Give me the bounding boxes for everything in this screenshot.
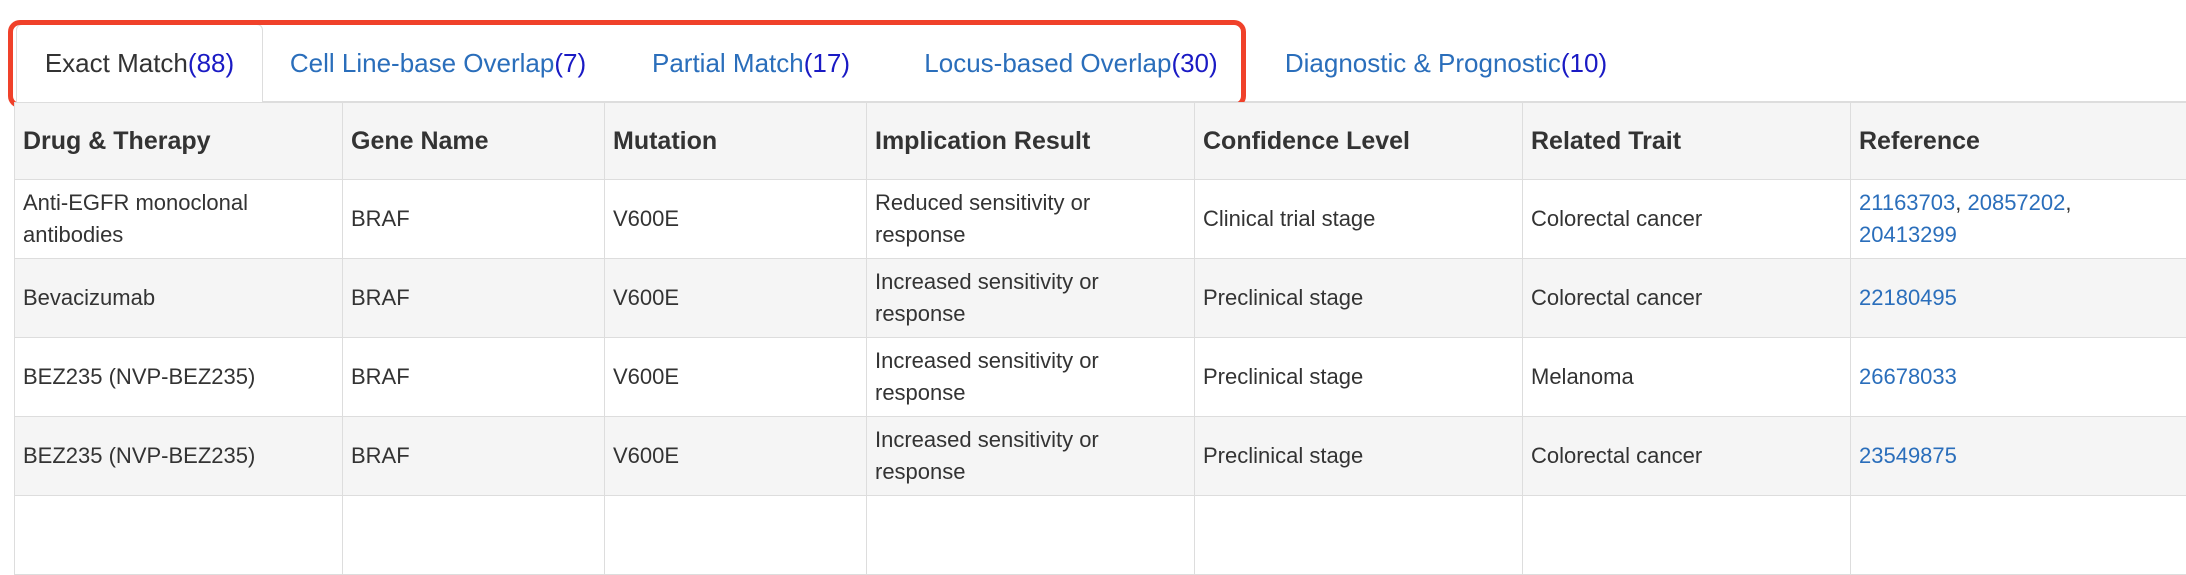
tab-exact-match[interactable]: Exact Match(88) bbox=[16, 24, 263, 103]
cell-implication: Increased sensitivity or response bbox=[867, 259, 1195, 338]
tab-count: (30) bbox=[1171, 48, 1217, 79]
cell-gene: BRAF bbox=[343, 180, 605, 259]
cell-trait bbox=[1523, 496, 1851, 575]
table-row bbox=[15, 496, 2186, 575]
column-header-trait[interactable]: Related Trait bbox=[1523, 103, 1851, 180]
cell-mutation bbox=[605, 496, 867, 575]
column-header-gene[interactable]: Gene Name bbox=[343, 103, 605, 180]
tab-count: (10) bbox=[1561, 48, 1607, 79]
cell-drug: BEZ235 (NVP-BEZ235) bbox=[15, 417, 343, 496]
tab-label: Partial Match bbox=[652, 48, 804, 79]
tab-label: Exact Match bbox=[45, 48, 188, 79]
column-header-confidence[interactable]: Confidence Level bbox=[1195, 103, 1523, 180]
reference-link[interactable]: 26678033 bbox=[1859, 364, 1957, 389]
cell-mutation: V600E bbox=[605, 338, 867, 417]
tab-count: (88) bbox=[188, 48, 234, 79]
cell-gene: BRAF bbox=[343, 259, 605, 338]
reference-link[interactable]: 23549875 bbox=[1859, 443, 1957, 468]
cell-trait: Melanoma bbox=[1523, 338, 1851, 417]
cell-confidence: Preclinical stage bbox=[1195, 417, 1523, 496]
cell-mutation: V600E bbox=[605, 417, 867, 496]
tab-diagnostic-prognostic[interactable]: Diagnostic & Prognostic(10) bbox=[1276, 24, 1616, 102]
tab-count: (7) bbox=[554, 48, 586, 79]
reference-link[interactable]: 21163703 bbox=[1859, 190, 1955, 215]
cell-confidence bbox=[1195, 496, 1523, 575]
cell-reference: 23549875 bbox=[1851, 417, 2186, 496]
cell-trait: Colorectal cancer bbox=[1523, 180, 1851, 259]
tab-partial-match[interactable]: Partial Match(17) bbox=[631, 24, 871, 102]
cell-gene: BRAF bbox=[343, 338, 605, 417]
cell-gene: BRAF bbox=[343, 417, 605, 496]
tab-label: Cell Line-base Overlap bbox=[290, 48, 554, 79]
table-row: BEZ235 (NVP-BEZ235) BRAF V600E Increased… bbox=[15, 417, 2186, 496]
cell-drug bbox=[15, 496, 343, 575]
tab-cell-line-base-overlap[interactable]: Cell Line-base Overlap(7) bbox=[268, 24, 608, 102]
cell-reference: 21163703, 20857202,20413299 bbox=[1851, 180, 2186, 259]
cell-drug: Bevacizumab bbox=[15, 259, 343, 338]
column-header-implication[interactable]: Implication Result bbox=[867, 103, 1195, 180]
cell-confidence: Preclinical stage bbox=[1195, 259, 1523, 338]
cell-implication: Increased sensitivity or response bbox=[867, 338, 1195, 417]
cell-drug: Anti-EGFR monoclonal antibodies bbox=[15, 180, 343, 259]
cell-reference bbox=[1851, 496, 2186, 575]
column-header-drug[interactable]: Drug & Therapy bbox=[15, 103, 343, 180]
reference-link[interactable]: 20413299 bbox=[1859, 222, 1957, 247]
cell-confidence: Preclinical stage bbox=[1195, 338, 1523, 417]
cell-trait: Colorectal cancer bbox=[1523, 259, 1851, 338]
table-row: Anti-EGFR monoclonal antibodies BRAF V60… bbox=[15, 180, 2186, 259]
cell-implication: Reduced sensitivity or response bbox=[867, 180, 1195, 259]
column-header-mutation[interactable]: Mutation bbox=[605, 103, 867, 180]
reference-link[interactable]: 22180495 bbox=[1859, 285, 1957, 310]
cell-reference: 26678033 bbox=[1851, 338, 2186, 417]
cell-gene bbox=[343, 496, 605, 575]
cell-trait: Colorectal cancer bbox=[1523, 417, 1851, 496]
cell-mutation: V600E bbox=[605, 259, 867, 338]
table-row: BEZ235 (NVP-BEZ235) BRAF V600E Increased… bbox=[15, 338, 2186, 417]
table-header-row: Drug & Therapy Gene Name Mutation Implic… bbox=[15, 103, 2186, 180]
cell-drug: BEZ235 (NVP-BEZ235) bbox=[15, 338, 343, 417]
cell-confidence: Clinical trial stage bbox=[1195, 180, 1523, 259]
results-table: Drug & Therapy Gene Name Mutation Implic… bbox=[14, 102, 2186, 575]
cell-reference: 22180495 bbox=[1851, 259, 2186, 338]
column-header-reference[interactable]: Reference bbox=[1851, 103, 2186, 180]
cell-mutation: V600E bbox=[605, 180, 867, 259]
table-row: Bevacizumab BRAF V600E Increased sensiti… bbox=[15, 259, 2186, 338]
tab-label: Locus-based Overlap bbox=[924, 48, 1171, 79]
tab-label: Diagnostic & Prognostic bbox=[1285, 48, 1561, 79]
tab-locus-based-overlap[interactable]: Locus-based Overlap(30) bbox=[916, 24, 1226, 102]
reference-link[interactable]: 20857202 bbox=[1967, 190, 2065, 215]
results-tab-bar: Exact Match(88) Cell Line-base Overlap(7… bbox=[16, 24, 2186, 102]
cell-implication: Increased sensitivity or response bbox=[867, 417, 1195, 496]
tab-count: (17) bbox=[804, 48, 850, 79]
cell-implication bbox=[867, 496, 1195, 575]
